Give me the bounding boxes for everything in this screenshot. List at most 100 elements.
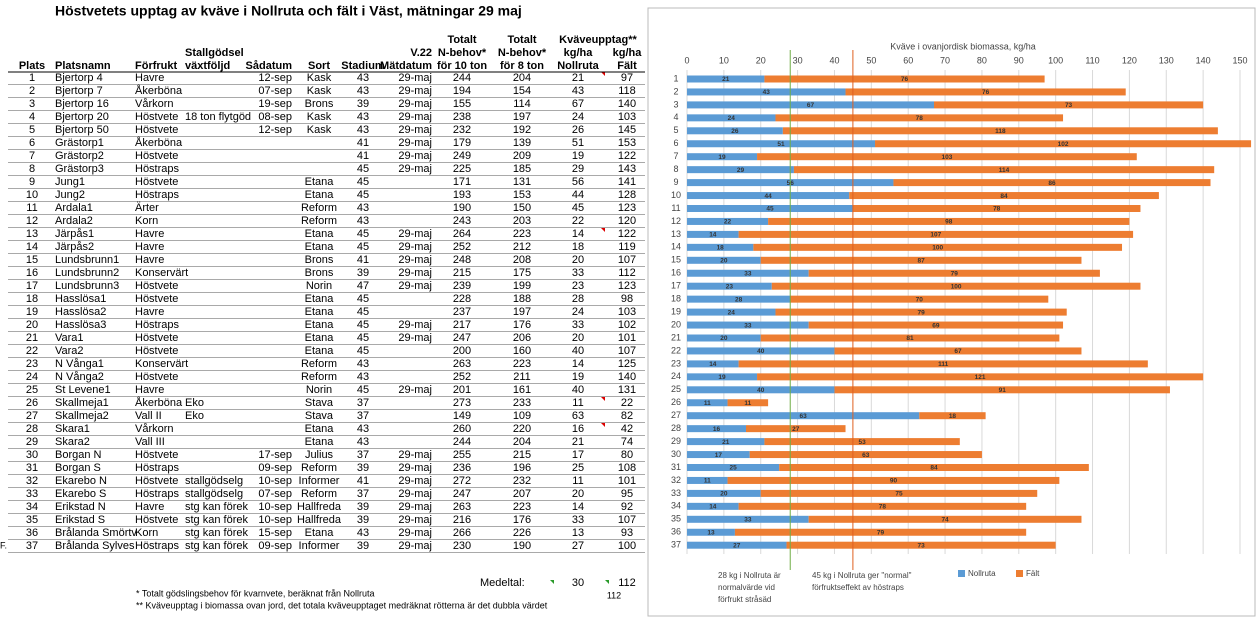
column-header: växtföljd	[185, 60, 230, 72]
table-cell: 14	[572, 228, 584, 240]
x-tick-label: 90	[1014, 55, 1024, 65]
table-cell: 153	[513, 189, 531, 201]
table-cell: 33	[26, 488, 38, 500]
table-cell: 247	[453, 488, 471, 500]
table-cell: Norin	[306, 280, 332, 292]
table-cell: 29-maj	[398, 85, 432, 97]
table-cell: 188	[513, 293, 531, 305]
table-cell: 43	[357, 371, 369, 383]
data-label: 67	[807, 102, 815, 109]
table-cell: 272	[453, 475, 471, 487]
x-tick-label: 110	[1085, 55, 1099, 65]
column-header: för 10 ton	[437, 60, 487, 72]
table-cell: 29-maj	[398, 332, 432, 344]
table-cell: Vårkorn	[135, 98, 174, 110]
table-cell: Lundsbrunn3	[55, 280, 119, 292]
table-cell: N Vånga2	[55, 371, 104, 383]
table-cell: 226	[513, 527, 531, 539]
bar-segment	[687, 308, 776, 316]
table-cell: 199	[513, 280, 531, 292]
bar-segment	[687, 166, 794, 174]
x-tick-label: 80	[977, 55, 987, 65]
table-cell: 45	[357, 241, 369, 253]
table-cell: 17	[572, 449, 584, 461]
bar-segment	[749, 451, 982, 459]
table-cell: 12	[26, 215, 38, 227]
table-cell: 43	[357, 111, 369, 123]
table-cell: 29-maj	[398, 280, 432, 292]
table-cell: Brålanda Smörtv	[55, 527, 137, 539]
data-label: 33	[744, 517, 752, 524]
table-cell: 3	[29, 98, 35, 110]
data-label: 78	[879, 504, 887, 511]
table-cell: 29-maj	[398, 98, 432, 110]
table-cell: 45	[357, 163, 369, 175]
data-label: 28	[735, 296, 743, 303]
bar-segment	[687, 373, 758, 381]
column-header: Plats	[19, 60, 45, 72]
table-cell: 217	[453, 319, 471, 331]
bar-segment	[687, 528, 735, 536]
data-label: 14	[709, 504, 717, 511]
table-cell: 29-maj	[398, 72, 432, 84]
data-label: 86	[1048, 180, 1056, 187]
data-label: 87	[917, 258, 925, 265]
table-cell: Vårkorn	[135, 423, 174, 435]
data-label: 103	[941, 154, 952, 161]
table-cell: Havre	[135, 306, 164, 318]
data-label: 75	[895, 491, 903, 498]
y-tick-label: 8	[673, 164, 678, 174]
x-tick-label: 30	[793, 55, 803, 65]
data-label: 78	[916, 115, 924, 122]
bar-segment	[757, 153, 1137, 161]
y-tick-label: 25	[671, 384, 681, 394]
legend-label: Nollruta	[968, 569, 996, 578]
x-tick-label: 50	[866, 55, 876, 65]
table-cell: Jung1	[55, 176, 85, 188]
table-cell: Etana	[305, 306, 335, 318]
table-cell: 45	[357, 228, 369, 240]
table-cell: Höstvete	[135, 345, 178, 357]
table-cell: 20	[572, 488, 584, 500]
table-cell: Vall III	[135, 436, 165, 448]
table-cell: 32	[26, 475, 38, 487]
y-tick-label: 20	[671, 319, 681, 329]
bar-segment	[808, 321, 1064, 329]
table-cell: Åkerböna	[135, 396, 183, 409]
bar-segment	[764, 75, 1045, 83]
data-label: 33	[744, 322, 752, 329]
table-cell: 29-maj	[398, 475, 432, 487]
table-cell: stg kan förek	[185, 501, 248, 513]
y-tick-label: 6	[673, 138, 678, 148]
bar-segment	[808, 515, 1082, 523]
y-tick-label: 5	[673, 125, 678, 135]
table-cell: 143	[618, 163, 636, 175]
data-label: 13	[707, 529, 715, 536]
table-cell: Bjertorp 50	[55, 124, 109, 136]
column-header: kg/ha	[564, 47, 594, 59]
table-cell: 29	[26, 436, 38, 448]
table-cell: 125	[618, 358, 636, 370]
table-cell: 248	[453, 254, 471, 266]
data-label: 45	[766, 206, 774, 213]
comment-marker	[605, 580, 609, 584]
x-tick-label: 150	[1232, 55, 1247, 65]
table-cell: Grästorp3	[55, 163, 104, 175]
table-cell: 39	[357, 267, 369, 279]
table-cell: Jung2	[55, 189, 85, 201]
reference-annotation: förfrukt stråsäd	[718, 595, 771, 604]
table-cell: Höstvete	[135, 449, 178, 461]
table-cell: 27	[26, 410, 38, 422]
column-header: N-behov*	[498, 47, 547, 59]
table-cell: Konservärt	[135, 267, 188, 279]
table-cell: 29-maj	[398, 488, 432, 500]
table-cell: 43	[357, 124, 369, 136]
bar-segment	[760, 489, 1038, 497]
table-cell: Höstvete	[135, 176, 178, 188]
table-cell: 190	[513, 540, 531, 552]
table-cell: 24	[572, 111, 584, 123]
table-cell: 209	[513, 150, 531, 162]
table-cell: 21	[572, 436, 584, 448]
table-cell: 12-sep	[258, 72, 292, 84]
column-header: kg/ha	[613, 47, 643, 59]
